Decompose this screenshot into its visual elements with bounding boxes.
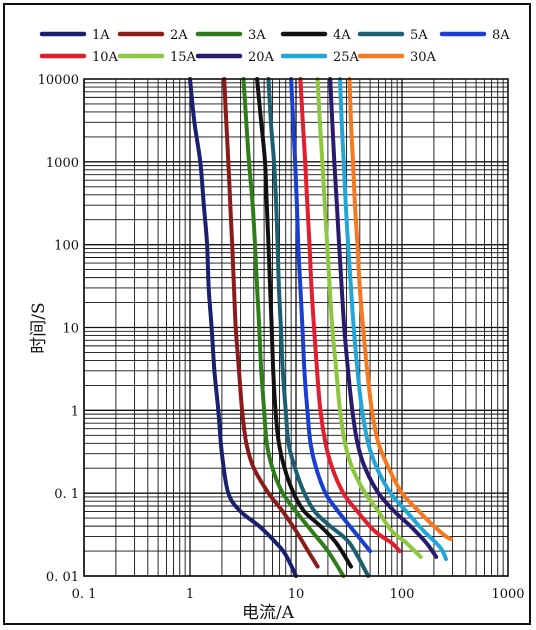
legend-label: 30A xyxy=(410,50,437,65)
legend-item: 25A xyxy=(280,50,360,65)
legend-item: 5A xyxy=(357,28,428,43)
series-line-5a xyxy=(266,77,371,578)
y-tick-label: 0. 1 xyxy=(54,487,79,502)
legend-label: 1A xyxy=(92,28,110,43)
legend-item: 8A xyxy=(439,28,510,43)
series-line-3a xyxy=(241,77,346,578)
series-line-30a xyxy=(347,77,453,541)
y-tick-label: 1000 xyxy=(46,156,79,171)
x-tick-label: 1000 xyxy=(491,587,524,602)
series-group xyxy=(188,77,453,578)
legend-label: 2A xyxy=(170,28,188,43)
legend-label: 25A xyxy=(333,50,360,65)
y-tick-label: 0. 01 xyxy=(46,570,79,585)
chart-frame xyxy=(3,3,531,625)
y-tick-label: 1 xyxy=(71,404,79,419)
legend-item: 30A xyxy=(357,50,437,65)
legend-item: 20A xyxy=(195,50,275,65)
y-tick-label: 10 xyxy=(62,322,79,337)
legend-label: 15A xyxy=(170,50,197,65)
legend-label: 20A xyxy=(248,50,275,65)
legend-item: 4A xyxy=(280,28,351,43)
x-tick-label: 100 xyxy=(390,587,415,602)
series-line-2a xyxy=(222,77,320,569)
legend-label: 10A xyxy=(92,50,119,65)
x-tick-label: 10 xyxy=(288,587,305,602)
y-axis-label: 时间/S xyxy=(29,302,49,353)
legend-item: 3A xyxy=(195,28,266,43)
x-tick-label: 0. 1 xyxy=(72,587,97,602)
series-line-10a xyxy=(298,77,402,554)
legend-label: 5A xyxy=(410,28,428,43)
legend-item: 1A xyxy=(39,28,110,43)
series-line-20a xyxy=(328,77,439,559)
series-line-8a xyxy=(289,77,373,554)
y-tick-label: 100 xyxy=(54,239,79,254)
legend-label: 4A xyxy=(333,28,351,43)
plot-border xyxy=(83,78,509,577)
series-line-4a xyxy=(255,77,353,569)
series-line-25a xyxy=(338,77,448,562)
series-line-1a xyxy=(188,77,298,578)
series-line-15a xyxy=(315,77,423,559)
legend-item: 10A xyxy=(39,50,119,65)
x-tick-label: 1 xyxy=(186,587,194,602)
x-axis-label: 电流/A xyxy=(242,603,295,623)
legend-label: 3A xyxy=(248,28,266,43)
tick-labels: 0. 1 1 10 100 1000 0. 01 0. 1 1 10 100 1000 10000 xyxy=(38,73,525,602)
legend-item: 2A xyxy=(117,28,188,43)
legend: 1A 2A 3A 4A 5A 8A 10A 15A 20A 25A 30A xyxy=(39,28,510,65)
legend-label: 8A xyxy=(492,28,510,43)
legend-item: 15A xyxy=(117,50,197,65)
y-tick-label: 10000 xyxy=(38,73,79,88)
